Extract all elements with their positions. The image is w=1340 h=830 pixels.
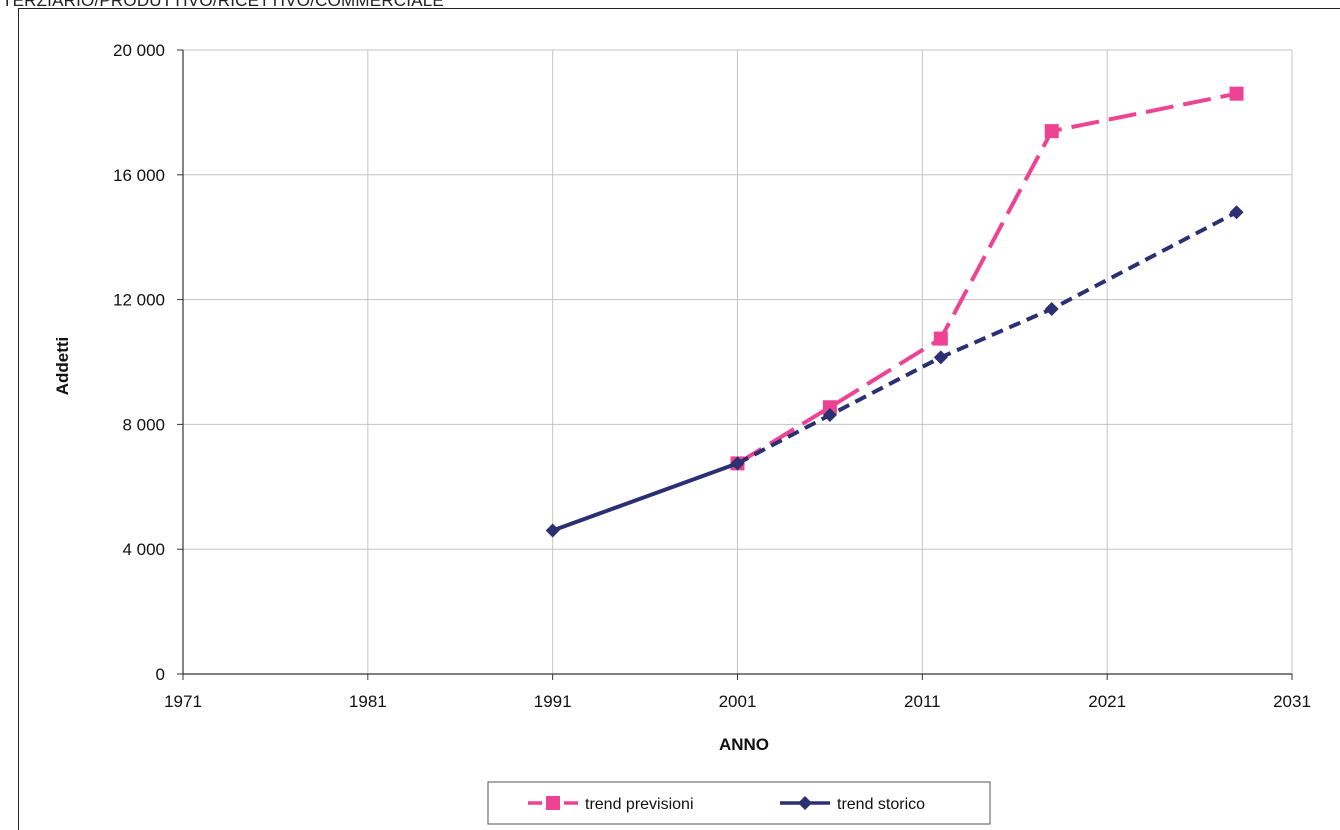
legend: trend previsioni trend storico	[487, 781, 991, 825]
x-tick-label: 2001	[719, 692, 757, 711]
data-point-trend-previsioni	[933, 331, 948, 346]
x-tick-label: 1971	[164, 692, 202, 711]
x-tick-label: 2021	[1088, 692, 1126, 711]
data-point-trend-storico	[545, 523, 560, 538]
x-axis-title: ANNO	[719, 735, 769, 754]
data-point-trend-previsioni	[1229, 86, 1244, 101]
data-point-trend-storico	[730, 456, 745, 471]
data-point-trend-storico	[1229, 205, 1244, 220]
data-point-trend-storico	[1044, 301, 1059, 316]
y-tick-label: 8 000	[122, 415, 165, 434]
x-tick-label: 2011	[904, 692, 941, 711]
legend-marker	[798, 796, 812, 810]
y-tick-label: 4 000	[122, 540, 165, 559]
axes-layer: 1971 1981 1991 2001 2011 2021 2031 0 4 000 8 000 1…	[113, 41, 1311, 711]
data-point-trend-storico	[933, 350, 948, 365]
series-line-trend-previsioni	[736, 91, 1237, 466]
x-tick-label: 2031	[1273, 692, 1311, 711]
x-tick-label: 1991	[534, 692, 572, 711]
legend-label: trend previsioni	[585, 796, 694, 813]
x-tick-label: 1981	[349, 692, 387, 711]
grid-layer	[183, 49, 1293, 674]
series-line-trend-storico-solid	[551, 461, 739, 533]
series-layer	[545, 86, 1244, 538]
legend-label: trend storico	[837, 796, 925, 813]
series-line-trend-storico-dashed	[736, 210, 1238, 466]
y-tick-label: 16 000	[113, 166, 165, 185]
legend-items: trend previsioni trend storico	[528, 796, 925, 813]
chart-frame	[18, 8, 1340, 830]
data-point-trend-previsioni	[822, 400, 837, 415]
legend-box	[487, 781, 991, 825]
y-tick-label: 12 000	[113, 291, 165, 310]
y-tick-label: 20 000	[113, 41, 165, 60]
y-tick-label: 0	[156, 665, 165, 684]
data-point-trend-previsioni	[1044, 124, 1059, 139]
chart-caption: TERZIARIO/PRODUTTIVO/RICETTIVO/COMMERCIA…	[2, 0, 444, 10]
data-point-trend-storico	[822, 408, 837, 423]
y-axis-title: Addetti	[53, 337, 72, 396]
legend-marker	[546, 796, 560, 810]
